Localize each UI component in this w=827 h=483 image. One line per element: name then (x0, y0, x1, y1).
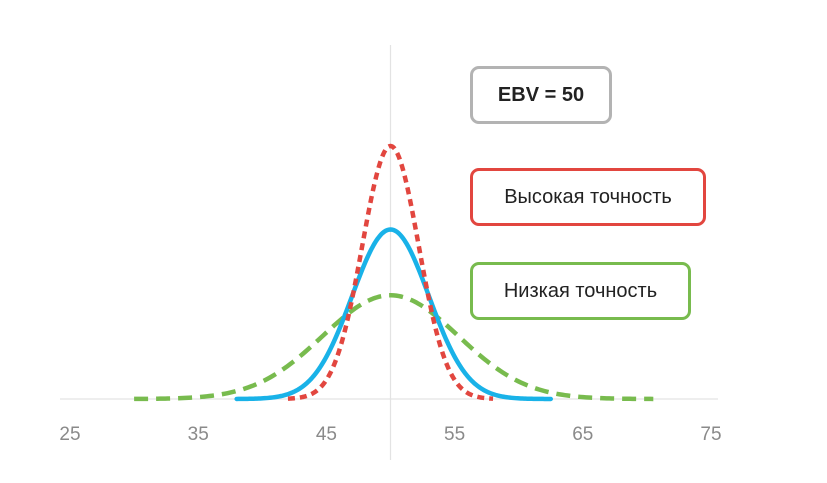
x-tick-label-0: 25 (59, 424, 80, 445)
x-tick-label-5: 75 (700, 424, 721, 445)
curves (134, 143, 654, 402)
x-tick-labels: 25 35 45 55 65 75 (59, 424, 721, 445)
legend-low-accuracy: Низкая точность (470, 262, 691, 320)
series-line-high-accuracy (286, 143, 495, 401)
x-tick-label-4: 65 (572, 424, 593, 445)
x-tick-label-2: 45 (316, 424, 337, 445)
x-tick-label-3: 55 (444, 424, 465, 445)
series-line-solid (234, 227, 553, 402)
legend-high-accuracy-label: Высокая точность (504, 185, 672, 208)
ebv-label: EBV = 50 (497, 83, 585, 106)
ebv-label-box: EBV = 50 (470, 66, 612, 124)
x-tick-label-1: 35 (188, 424, 209, 445)
legend-high-accuracy: Высокая точность (470, 168, 706, 226)
series-line-low-accuracy (134, 293, 654, 402)
legend-low-accuracy-label: Низкая точность (503, 279, 658, 302)
